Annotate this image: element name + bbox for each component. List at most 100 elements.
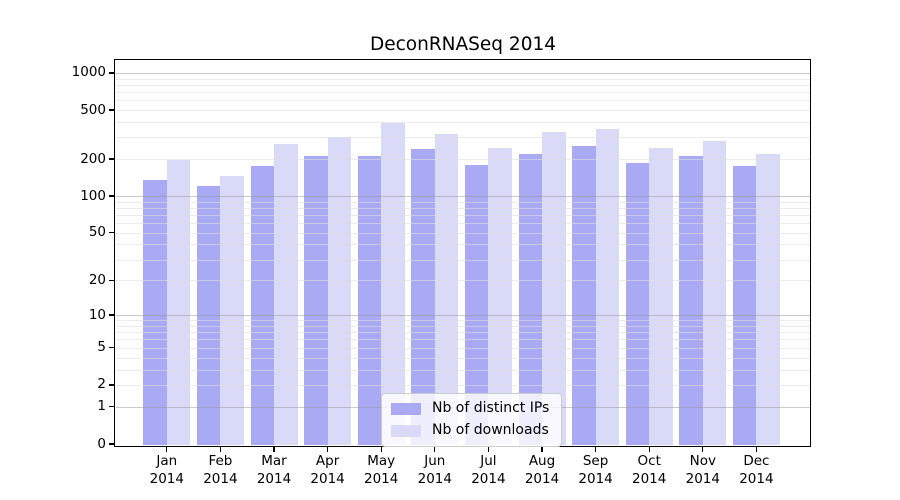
- x-label-month: Nov: [689, 453, 716, 469]
- bar-ips-apr: [304, 156, 328, 446]
- bar-downloads-mar: [274, 144, 298, 446]
- x-label-year: 2014: [149, 470, 184, 487]
- bar-downloads-apr: [327, 137, 352, 446]
- y-tick-label: 5: [97, 339, 106, 356]
- y-tick-label: 1: [97, 398, 106, 415]
- legend-swatch-distinct-ips: [391, 402, 421, 415]
- y-tick-label: 2: [97, 376, 106, 393]
- legend-entry-distinct-ips: Nb of distinct IPs: [391, 401, 549, 416]
- legend: Nb of distinct IPs Nb of downloads: [381, 393, 563, 447]
- legend-entry-downloads: Nb of downloads: [391, 423, 549, 438]
- bar-downloads-may: [381, 123, 405, 446]
- x-tick: [541, 447, 543, 452]
- x-label-year: 2014: [310, 470, 345, 487]
- x-tick-label-mar: Mar 2014: [244, 453, 304, 488]
- x-tick-label-may: May 2014: [351, 453, 411, 488]
- y-tick: [109, 158, 114, 160]
- gridline-minor: [116, 91, 810, 93]
- x-label-year: 2014: [417, 470, 452, 487]
- chart-title: DeconRNASeq 2014: [369, 34, 557, 55]
- bar-downloads-dec: [756, 153, 780, 446]
- y-tick: [109, 347, 114, 349]
- bar-ips-jan: [143, 180, 167, 446]
- gridline-minor: [116, 84, 810, 86]
- x-tick: [166, 447, 168, 452]
- legend-label-distinct-ips: Nb of distinct IPs: [432, 400, 550, 416]
- y-tick: [109, 384, 114, 386]
- y-tick-label: 200: [80, 150, 106, 167]
- gridline-major: [116, 72, 810, 74]
- x-label-year: 2014: [203, 470, 238, 487]
- bar-ips-jul: [464, 164, 489, 446]
- x-tick: [702, 447, 704, 452]
- bar-downloads-sep: [595, 129, 620, 446]
- bar-ips-nov: [679, 156, 703, 446]
- x-tick-label-jan: Jan 2014: [137, 453, 197, 488]
- x-tick: [434, 447, 436, 452]
- x-tick-label-jul: Jul 2014: [458, 453, 518, 488]
- y-tick-label: 10: [88, 306, 106, 323]
- x-label-month: Dec: [743, 453, 770, 469]
- x-label-month: Mar: [261, 453, 287, 469]
- x-tick-label-jun: Jun 2014: [405, 453, 465, 488]
- y-tick: [109, 72, 114, 74]
- y-tick: [109, 195, 114, 197]
- bar-ips-dec: [732, 166, 757, 446]
- y-tick: [109, 406, 114, 408]
- bar-ips-may: [357, 156, 382, 446]
- x-label-year: 2014: [471, 470, 506, 487]
- x-label-month: Feb: [208, 453, 233, 469]
- bar-ips-mar: [250, 166, 274, 446]
- y-tick-label: 50: [88, 224, 106, 241]
- x-label-month: Jan: [156, 453, 178, 469]
- legend-label-downloads: Nb of downloads: [432, 422, 549, 438]
- bar-downloads-oct: [649, 148, 673, 446]
- y-tick: [109, 443, 114, 445]
- y-tick: [109, 279, 114, 282]
- x-tick-label-aug: Aug 2014: [512, 453, 572, 488]
- x-tick: [755, 447, 758, 452]
- x-tick-label-dec: Dec 2014: [726, 453, 786, 488]
- y-tick: [109, 109, 114, 111]
- x-label-year: 2014: [364, 470, 399, 487]
- gridline-minor: [116, 78, 810, 80]
- x-label-month: Apr: [315, 453, 340, 469]
- x-tick-label-nov: Nov 2014: [673, 453, 733, 488]
- gridline-minor: [116, 121, 810, 123]
- y-tick: [109, 232, 114, 234]
- x-label-year: 2014: [578, 470, 613, 487]
- bar-ips-aug: [518, 153, 542, 446]
- x-tick: [219, 447, 222, 452]
- gridline-minor: [116, 137, 810, 139]
- x-tick: [487, 447, 490, 452]
- gridline-minor: [116, 100, 810, 102]
- gridline-minor: [116, 110, 810, 112]
- x-tick-label-apr: Apr 2014: [298, 453, 358, 488]
- x-label-month: Jul: [480, 453, 497, 469]
- x-tick: [594, 447, 597, 452]
- y-tick-label: 500: [80, 101, 106, 118]
- x-label-month: Aug: [528, 453, 556, 469]
- x-tick: [380, 447, 382, 452]
- x-label-year: 2014: [256, 470, 292, 487]
- y-tick-label: 100: [80, 187, 106, 204]
- x-label-year: 2014: [632, 470, 667, 487]
- x-label-month: Jun: [424, 453, 446, 469]
- x-label-month: May: [367, 453, 396, 469]
- x-tick-label-feb: Feb 2014: [190, 453, 250, 488]
- bar-downloads-aug: [542, 132, 566, 446]
- legend-swatch-downloads: [391, 424, 421, 437]
- bar-downloads-nov: [702, 141, 727, 446]
- x-label-month: Sep: [582, 453, 609, 469]
- y-tick-label: 1000: [71, 64, 106, 81]
- x-label-month: Oct: [637, 453, 661, 469]
- bar-downloads-jul: [488, 148, 512, 446]
- x-label-year: 2014: [685, 470, 720, 487]
- bar-downloads-feb: [220, 175, 244, 446]
- x-tick-label-oct: Oct 2014: [619, 453, 679, 488]
- bar-ips-sep: [572, 146, 596, 446]
- x-tick: [326, 447, 329, 452]
- bar-downloads-jun: [434, 133, 459, 446]
